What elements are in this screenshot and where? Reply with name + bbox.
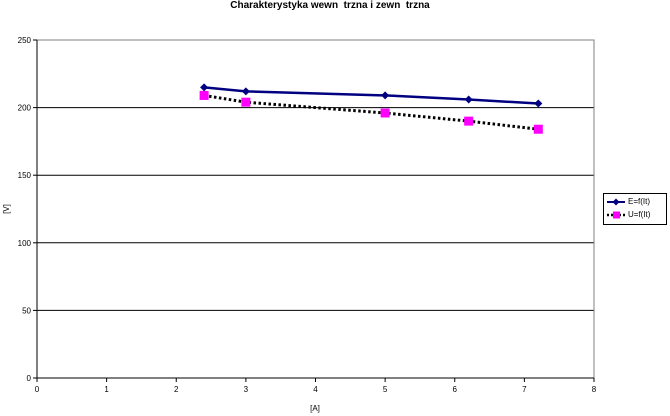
x-tick-label: 0 [35,385,40,394]
x-tick-label: 1 [104,385,109,394]
data-point-u [241,97,251,107]
x-tick-label: 7 [522,385,527,394]
x-tick-label: 6 [453,385,458,394]
data-point-u [464,116,474,126]
x-tick-label: 2 [174,385,179,394]
y-tick-labels: 0 50 100 150 200 250 [18,36,37,383]
y-tick-label: 250 [18,36,32,45]
y-tick-label: 150 [18,171,32,180]
legend: E=f(It) U=f(It) [603,193,667,225]
x-tick-labels: 0 1 2 3 4 5 6 7 8 [35,378,597,394]
series-line-e [203,86,539,105]
series-layer [199,83,543,134]
y-axis-label: [V] [2,204,11,214]
plot-area-border [36,39,595,379]
data-point-u [380,108,390,118]
y-tick-label: 50 [22,306,31,315]
axes [36,39,595,379]
grid-lines [37,39,594,311]
legend-item-e: E=f(It) [606,196,666,208]
x-tick-label: 4 [313,385,318,394]
y-tick-label: 100 [18,239,32,248]
x-tick-label: 5 [383,385,388,394]
data-point-e [534,99,543,108]
data-point-e [464,95,473,104]
x-tick-label: 8 [592,385,597,394]
legend-item-u: U=f(It) [606,209,666,221]
data-point-u [533,124,543,134]
legend-label-e: E=f(It) [628,197,651,206]
y-tick-label: 0 [27,374,32,383]
x-axis-label: [A] [310,404,320,413]
x-tick-label: 3 [244,385,249,394]
data-point-e [200,83,209,92]
y-tick-label: 200 [18,104,32,113]
data-point-u [199,90,209,100]
legend-label-u: U=f(It) [628,210,651,219]
chart-title: Charakterystyka wewn trzna i zewn trzna [230,0,430,11]
data-point-e [241,87,250,96]
legend-swatch-u [607,211,625,219]
data-point-e [381,91,390,100]
legend-swatch-e [607,198,625,206]
